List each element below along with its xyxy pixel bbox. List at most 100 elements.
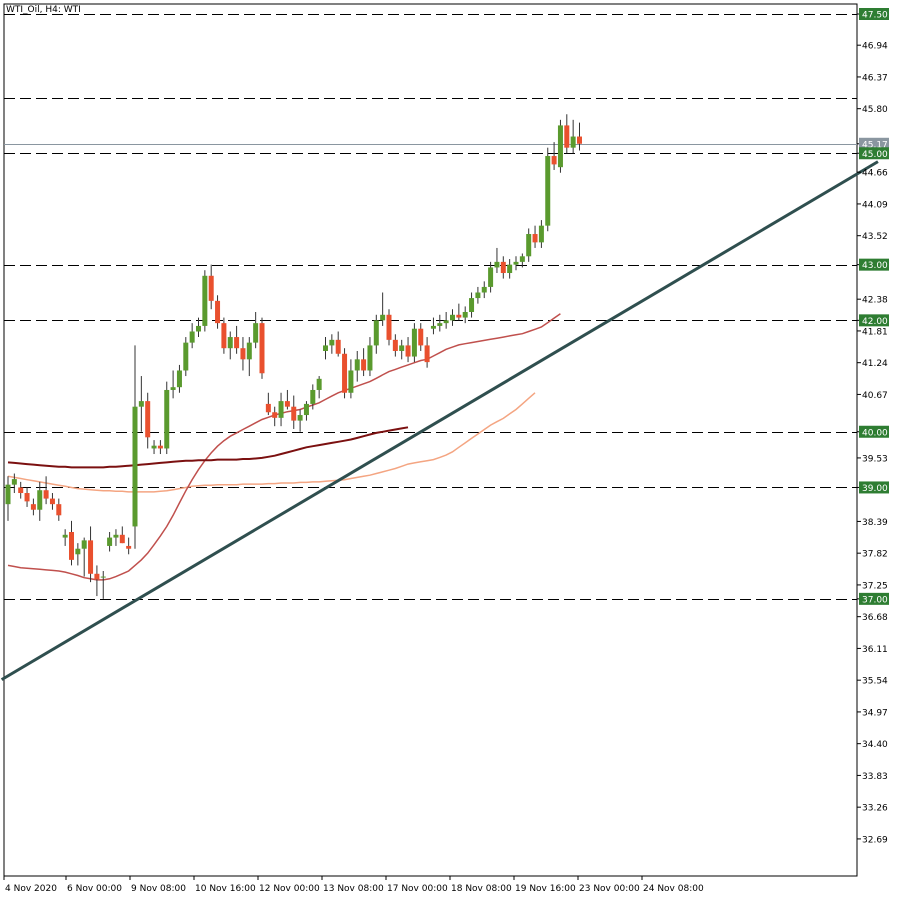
candle: [386, 309, 392, 346]
y-tick-label: 34.97: [862, 708, 888, 718]
candle-body-bear: [564, 125, 570, 148]
candle-body-bull: [443, 320, 449, 324]
candle-body-bear: [291, 406, 297, 421]
candle-body-bear: [418, 328, 424, 346]
candle-body-bull: [488, 267, 494, 287]
candle-body-bull: [278, 401, 284, 418]
y-tick-label: 34.40: [862, 740, 888, 750]
x-tick-label: 4 Nov 2020: [5, 884, 57, 894]
candle: [577, 122, 582, 151]
candle: [69, 520, 74, 566]
candle-body-bull: [494, 261, 500, 268]
candle-body-bull: [570, 136, 576, 148]
candle-body-bull: [310, 389, 316, 404]
candle: [316, 376, 322, 399]
candle-body-bull: [5, 484, 11, 505]
candle-body-bear: [157, 445, 163, 449]
candle: [570, 119, 576, 154]
candle-body-bull: [196, 325, 201, 332]
x-tick-label: 23 Nov 00:00: [579, 884, 640, 894]
candle-body-bear: [215, 300, 221, 324]
candle-body-bear: [94, 573, 100, 580]
candle: [164, 381, 170, 455]
x-tick-label: 12 Nov 00:00: [259, 884, 320, 894]
candle-body-bear: [386, 314, 392, 340]
candle: [424, 337, 430, 368]
candle-body-bull: [170, 387, 176, 390]
candle: [329, 334, 335, 354]
candle-body-bear: [18, 487, 24, 494]
candle-body-bear: [259, 323, 265, 374]
candle-body-bull: [107, 537, 113, 546]
candle: [5, 476, 11, 521]
y-tick-label: 46.94: [862, 42, 888, 52]
candle-body-bull: [469, 298, 475, 312]
candle: [278, 392, 284, 427]
current-price-label-bg: [859, 137, 889, 150]
candle-body-bull: [373, 320, 379, 346]
candle: [24, 487, 30, 507]
y-tick-label: 33.26: [862, 804, 888, 814]
x-tick-label: 18 Nov 08:00: [451, 884, 512, 894]
candle: [94, 565, 100, 597]
candle-body-bear: [240, 348, 246, 360]
candle: [157, 440, 163, 455]
candle-body-bear: [126, 545, 132, 549]
candle-body-bull: [246, 342, 252, 360]
candle: [196, 317, 201, 338]
y-tick-label: 45.17: [862, 140, 888, 150]
x-tick-label: 17 Nov 00:00: [387, 884, 448, 894]
ma-fast-line: [7, 313, 561, 581]
candle-body-bull: [164, 389, 170, 449]
candle: [100, 571, 106, 599]
y-tick-label: 40.00: [862, 428, 888, 438]
candle: [145, 392, 151, 449]
y-tick-label: 40.67: [862, 391, 888, 401]
candle: [450, 309, 455, 326]
candle: [481, 281, 487, 299]
candle: [246, 337, 252, 377]
candle: [500, 256, 506, 279]
candle: [392, 334, 398, 357]
candle-body-bull: [367, 345, 373, 371]
candle: [56, 498, 62, 521]
candle-body-bull: [189, 331, 195, 343]
candle-body-bear: [272, 412, 278, 418]
candle: [411, 323, 417, 363]
candle-body-bull: [303, 403, 309, 416]
y-tick-label: 37.82: [862, 550, 888, 560]
y-tick-label: 46.37: [862, 73, 888, 83]
y-tick-label: 37.00: [862, 595, 888, 605]
trendline: [0, 160, 879, 681]
candle-body-bull: [113, 534, 119, 538]
candle: [259, 317, 265, 379]
candle: [323, 337, 328, 360]
candle: [126, 537, 132, 555]
candle: [234, 325, 240, 354]
candle: [348, 359, 354, 399]
y-tick-label: 42.00: [862, 317, 888, 327]
candle: [367, 337, 373, 377]
candle: [265, 392, 271, 416]
candle-body-bull: [138, 401, 144, 407]
candle: [507, 259, 513, 279]
y-tick-label: 41.81: [862, 327, 888, 337]
level-label-bg: [859, 147, 889, 160]
candle: [342, 348, 348, 399]
y-tick-label: 45.80: [862, 105, 888, 115]
candle-body-bull: [62, 534, 68, 538]
candle: [303, 401, 309, 421]
y-tick-label: 45.00: [862, 150, 888, 160]
candle-body-bear: [24, 493, 30, 502]
candle-body-bear: [119, 534, 125, 544]
candle-body-bull: [100, 576, 106, 578]
candle-body-bull: [399, 345, 405, 351]
candle: [119, 526, 125, 544]
candle-body-bull: [323, 345, 328, 351]
level-label-bg: [859, 314, 889, 327]
chart-title: WTI_Oil, H4: WTI: [6, 5, 81, 15]
candle: [284, 389, 290, 410]
candle: [335, 331, 341, 357]
candle: [488, 261, 494, 293]
candle: [221, 317, 227, 354]
